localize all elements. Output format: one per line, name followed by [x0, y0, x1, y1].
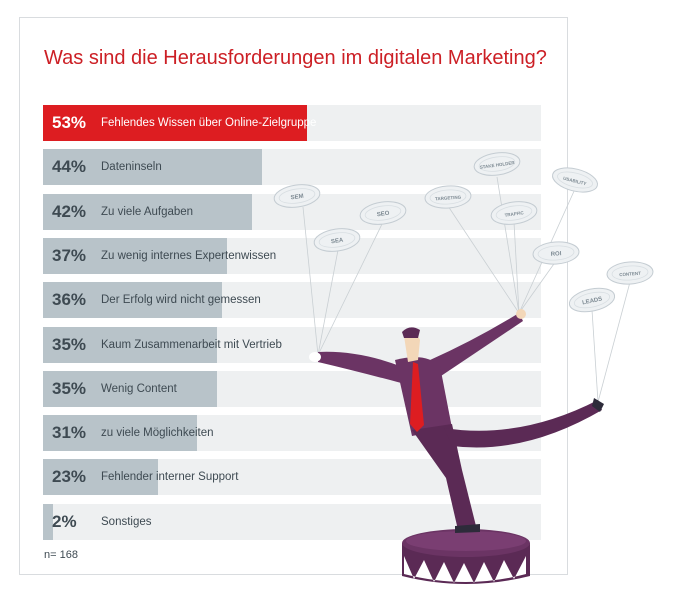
bar-value-label: 36%	[52, 290, 87, 309]
bar	[43, 282, 223, 318]
bar-category-label: Kaum Zusammenarbeit mit Vertrieb	[101, 339, 282, 351]
keyword-balloon: TARGETING	[424, 185, 472, 209]
bar	[43, 415, 198, 451]
bar-category-label: Zu viele Aufgaben	[101, 206, 194, 218]
bar-value-label: 37%	[52, 246, 87, 265]
bar-category-label: Sonstiges	[101, 516, 152, 528]
keyword-balloon: SEM	[273, 184, 321, 208]
bar	[43, 149, 263, 185]
keyword-balloon: CONTENT	[606, 261, 654, 285]
balloon-label: SEO	[377, 211, 391, 219]
keyword-balloon: USABILITY	[552, 167, 598, 193]
bar-value-label: 31%	[52, 423, 87, 442]
bar-category-label: Fehlendes Wissen über Online-Zielgruppe	[101, 117, 317, 129]
bar-category-label: Fehlender interner Support	[101, 471, 239, 483]
bar-category-label: Dateninseln	[101, 161, 162, 173]
balloon-label: LEADS	[582, 296, 603, 306]
bar	[43, 105, 307, 141]
balloon-label: STAKE HOLDER	[479, 160, 515, 170]
balloon-label: USABILITY	[563, 176, 587, 187]
keyword-balloons: SEM SEA SEO TARGETING STAKE HOLDER TRAFFIC USA…	[273, 152, 654, 313]
bar	[43, 238, 228, 274]
keyword-balloon: SEA	[313, 228, 361, 252]
bar-category-label: Der Erfolg wird nicht gemessen	[101, 294, 261, 306]
bar-value-label: 42%	[52, 202, 87, 221]
bar	[43, 459, 158, 495]
businessman-figure	[309, 309, 604, 533]
keyword-balloon: TRAFFIC	[490, 201, 538, 225]
bar-category-label: Wenig Content	[101, 383, 177, 395]
balloon-label: TRAFFIC	[504, 210, 524, 218]
bar-category-label: Zu wenig internes Expertenwissen	[101, 250, 277, 262]
chart-title: Was sind die Herausforderungen im digita…	[44, 47, 547, 69]
bar-value-label: 44%	[52, 157, 87, 176]
podium	[402, 529, 530, 584]
bar	[43, 504, 53, 540]
bar-value-label: 35%	[52, 379, 87, 398]
balloon-label: ROI	[551, 251, 562, 258]
balloon-label: TARGETING	[435, 195, 462, 202]
bar	[43, 371, 218, 407]
bar-value-label: 53%	[52, 113, 87, 132]
keyword-balloon: LEADS	[568, 287, 616, 313]
bar-value-label: 35%	[52, 335, 87, 354]
keyword-balloon: ROI	[532, 241, 580, 265]
bar	[43, 194, 253, 230]
keyword-balloon: SEO	[359, 201, 407, 225]
keyword-balloon: STAKE HOLDER	[473, 152, 521, 176]
bar-value-label: 2%	[52, 512, 77, 531]
balloon-strings	[302, 176, 631, 403]
balloon-label: CONTENT	[619, 271, 641, 278]
bar-value-label: 23%	[52, 467, 87, 486]
bar	[43, 327, 218, 363]
balloon-label: SEM	[290, 194, 304, 202]
balloon-label: SEA	[331, 238, 345, 246]
bar-category-label: zu viele Möglichkeiten	[101, 427, 214, 439]
sample-size-note: n= 168	[44, 549, 78, 561]
juggling-businessman-illustration: SEM SEA SEO TARGETING STAKE HOLDER TRAFFIC USA…	[273, 152, 654, 584]
